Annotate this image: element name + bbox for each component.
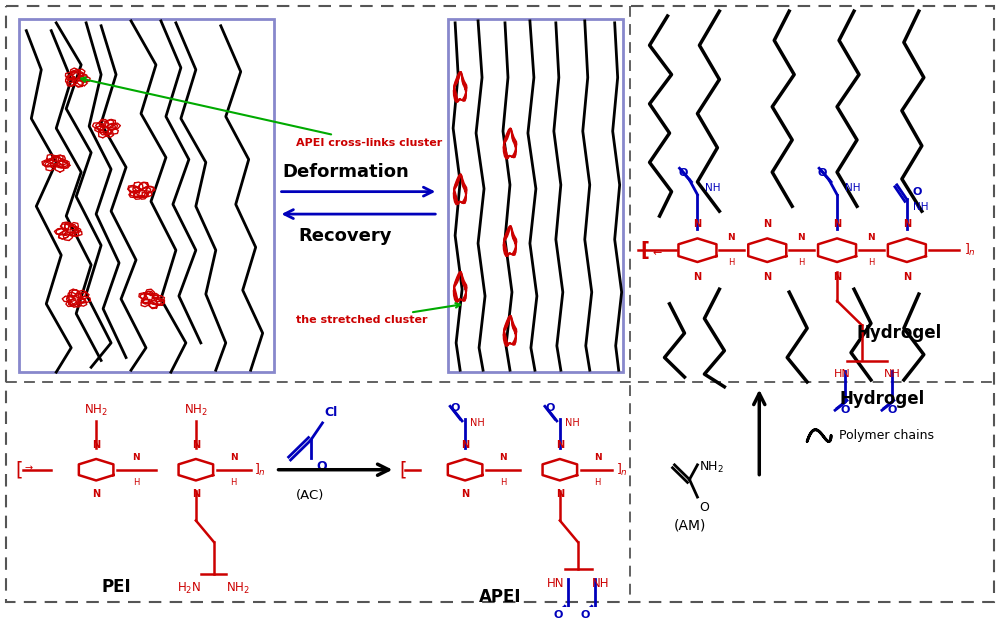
Text: N: N [192,440,200,450]
Text: O: O [913,187,922,197]
Text: Hydrogel: Hydrogel [839,391,924,409]
Text: NH: NH [705,183,721,193]
Text: O: O [580,610,590,620]
Text: NH: NH [565,418,580,428]
Text: Hydrogel: Hydrogel [856,324,942,342]
Text: NH: NH [845,183,861,193]
Text: O: O [818,168,827,178]
Text: N: N [833,271,841,282]
Text: N: N [693,219,702,229]
Text: [: [ [400,460,407,479]
Text: O: O [553,610,563,620]
Text: O: O [887,406,897,415]
Text: [: [ [640,241,649,260]
Text: H$_2$N: H$_2$N [177,581,201,596]
Text: PEI: PEI [101,578,131,596]
Text: N: N [556,440,564,450]
Text: NH: NH [470,418,485,428]
Text: (AC): (AC) [296,489,325,502]
Text: O: O [545,403,555,413]
Text: the stretched cluster: the stretched cluster [296,303,460,325]
Text: $\rightarrow$: $\rightarrow$ [23,463,35,473]
Text: N: N [903,271,911,282]
Text: N: N [499,453,507,462]
Text: N: N [461,489,469,499]
Text: [: [ [16,460,23,479]
Text: $\leftarrow$: $\leftarrow$ [650,247,662,257]
Text: N: N [461,440,469,450]
Text: H: H [595,478,601,486]
Text: (AM): (AM) [673,519,706,533]
Text: N: N [192,489,200,499]
Bar [19,19,274,372]
Text: N: N [728,233,735,242]
Text: N: N [92,489,100,499]
Text: NH: NH [913,202,928,212]
Text: H: H [231,478,237,486]
Text: APEI cross-links cluster: APEI cross-links cluster [81,78,442,148]
Text: NH$_2$: NH$_2$ [699,460,724,475]
Text: Deformation: Deformation [282,163,409,181]
Text: O: O [699,501,709,514]
Text: NH: NH [592,577,609,590]
Text: N: N [867,233,875,242]
Text: N: N [763,219,771,229]
Text: O: O [678,168,687,178]
Text: $]_n$: $]_n$ [616,461,628,478]
Text: N: N [833,219,841,229]
Text: NH$_2$: NH$_2$ [84,403,108,418]
Text: N: N [556,489,564,499]
Text: Polymer chains: Polymer chains [839,429,934,442]
Text: N: N [763,271,771,282]
Text: N: N [132,453,140,462]
Text: H: H [728,258,735,267]
Text: H: H [868,258,874,267]
Text: N: N [797,233,805,242]
Text: NH$_2$: NH$_2$ [184,403,208,418]
Text: HN: HN [547,577,565,590]
Text: H: H [500,478,506,486]
Text: O: O [840,406,850,415]
Text: O: O [451,403,460,413]
Text: NH: NH [884,369,900,379]
Text: N: N [693,271,702,282]
Text: N: N [903,219,911,229]
Text: N: N [92,440,100,450]
Text: HN: HN [834,369,850,379]
Text: Cl: Cl [324,406,338,419]
Bar [448,19,623,372]
Text: $]_n$: $]_n$ [964,242,976,258]
Text: H: H [798,258,804,267]
Text: O: O [317,460,327,473]
Text: NH$_2$: NH$_2$ [226,581,250,596]
Text: Recovery: Recovery [299,227,392,245]
Text: $]_n$: $]_n$ [254,461,266,478]
Text: N: N [594,453,602,462]
Text: N: N [230,453,238,462]
Text: H: H [133,478,139,486]
Text: APEI: APEI [479,587,521,605]
